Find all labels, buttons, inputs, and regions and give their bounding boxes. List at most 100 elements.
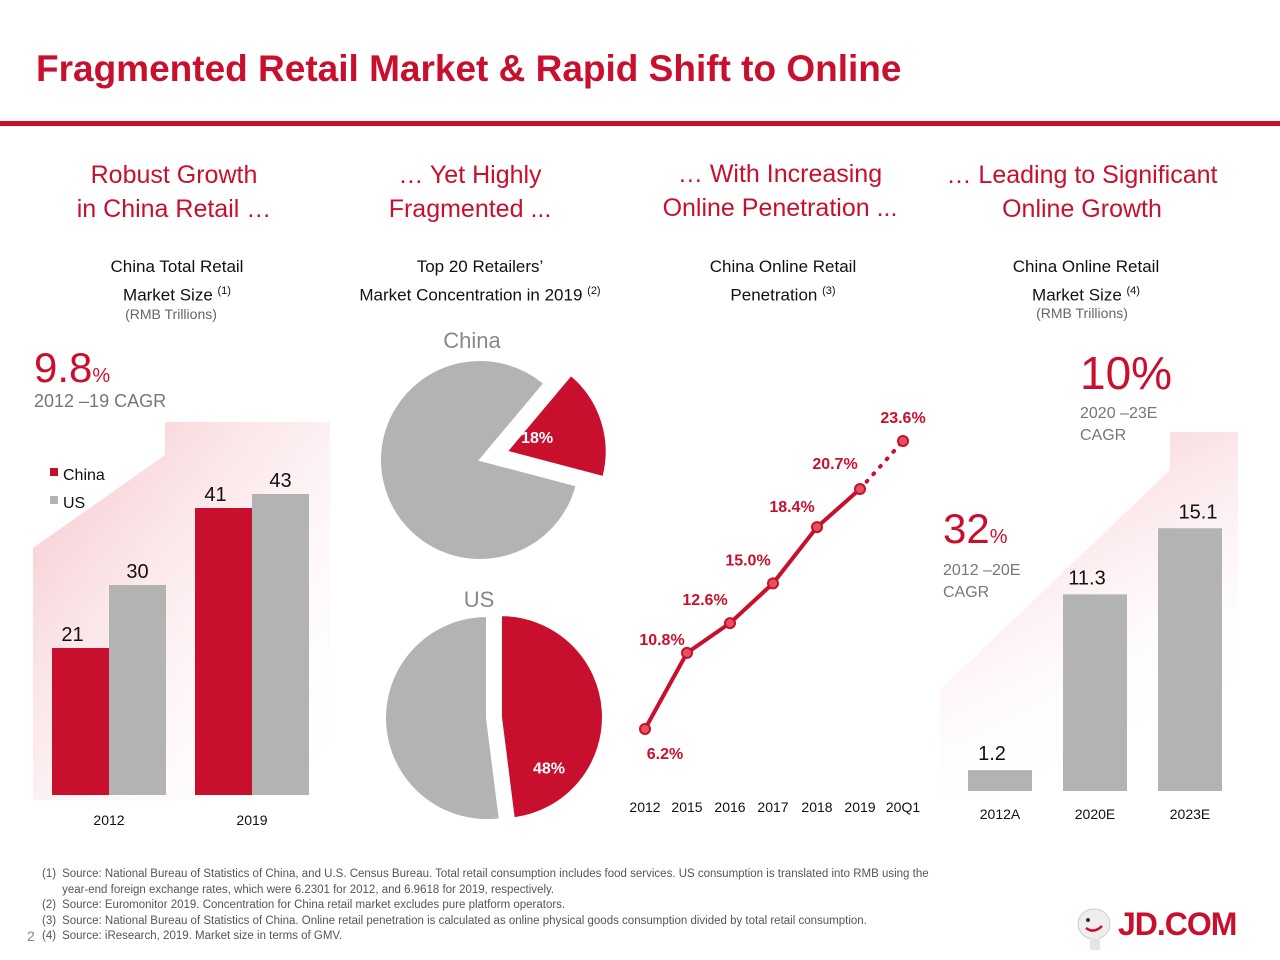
bar (1158, 528, 1222, 791)
x-tick-label: 2012 (93, 812, 124, 828)
x-tick-label: 2018 (801, 799, 832, 815)
heading-line: … Yet Highly (398, 161, 542, 189)
penetration-line (643, 487, 862, 730)
legend-label: China (63, 467, 105, 484)
cagr-callout-4b: 32% (943, 505, 1008, 553)
pie-chart-us: 48% US (384, 587, 604, 821)
bar (1063, 594, 1127, 791)
footnote-number: (2) (42, 899, 57, 911)
bar-us (252, 494, 309, 795)
footnote-text: year-end foreign exchange rates, which w… (62, 883, 555, 896)
cagr-callout-4a: 10% (1080, 347, 1173, 399)
page-title: Fragmented Retail Market & Rapid Shift t… (36, 48, 902, 89)
footnote: (3) Source: National Bureau of Statistics… (42, 914, 935, 930)
heading-line: Online Growth (1002, 195, 1162, 223)
footnote-text: Source: iResearch, 2019. Market size in … (62, 930, 343, 942)
data-label: 20.7% (812, 456, 857, 473)
footnotes: (1) Source: National Bureau of Statistics… (42, 867, 935, 945)
x-tick-label: 2016 (714, 799, 745, 815)
legend-swatch (50, 496, 58, 504)
subtitle-line: Market Size (123, 285, 213, 305)
bar-chart-online: 1.2 2012A 11.3 2020E 15.1 2023E (968, 501, 1222, 822)
page-number: 2 (27, 928, 35, 944)
column-4-heading: … Leading to Significant Online Growth (932, 158, 1232, 226)
cagr-label-line: CAGR (943, 584, 990, 601)
subtitle-line: China Online Retail (709, 257, 857, 276)
data-point (811, 521, 823, 534)
pie-slice-top20 (499, 614, 604, 820)
subtitle-line: Penetration (730, 285, 818, 305)
cagr-value: 9.8 (34, 344, 93, 391)
heading-line: … With Increasing (677, 160, 883, 188)
cagr-callout-1: 9.8% (34, 344, 110, 392)
data-label: 43 (269, 470, 291, 492)
footnote-text: Source: National Bureau of Statistics of… (62, 868, 929, 880)
jd-mascot-icon (1068, 902, 1118, 952)
footnote-ref: (1) (217, 285, 231, 297)
legend-swatch (50, 468, 58, 476)
x-tick-label: 2019 (236, 812, 267, 828)
footnote: (1) Source: National Bureau of Statistics… (42, 867, 935, 883)
subtitle-line: Market Size (1032, 285, 1122, 305)
x-tick-label: 2017 (757, 799, 788, 815)
cagr-label: 2020 –23E CAGR (1080, 403, 1157, 447)
footnote-number: (3) (42, 914, 57, 927)
cagr-pct: % (92, 365, 111, 387)
column-2-heading: … Yet Highly Fragmented ... (320, 158, 620, 226)
footnote: (2) Source: Euromonitor 2019. Concentrati… (42, 898, 935, 914)
bar-chart-retail: 21 30 2012 41 43 2019 China US (50, 467, 309, 828)
footnote: year-end foreign exchange rates, which w… (42, 883, 935, 899)
data-point (897, 435, 909, 448)
projection-dotted-line (858, 439, 905, 492)
chart-3-subtitle: China Online Retail Penetration (3) (623, 254, 943, 308)
heading-line: Robust Growth (90, 161, 258, 189)
slice-label: 18% (521, 430, 553, 447)
x-tick-label: 2023E (1170, 806, 1210, 822)
data-point (724, 617, 736, 630)
data-label: 30 (126, 561, 148, 583)
data-label: 15.1 (1179, 501, 1218, 523)
pie-title: US (464, 587, 495, 612)
footnote-text: Source: National Bureau of Statistics of… (62, 914, 867, 927)
chart-1-subtitle: China Total Retail Market Size (1) (17, 254, 337, 308)
pie-slice-top20 (504, 373, 608, 479)
data-point (767, 577, 779, 590)
heading-line: Fragmented ... (388, 195, 552, 223)
x-tick-label: 2012 (629, 799, 660, 815)
bar-china (195, 508, 252, 795)
pie-chart-china: 18% China (379, 328, 608, 561)
footnote-ref: (4) (1126, 285, 1140, 297)
x-tick-label: 2020E (1075, 806, 1115, 822)
cagr-label: 2012 –20E CAGR (943, 560, 1020, 604)
footnote-number (42, 883, 62, 899)
bar-china (52, 648, 109, 795)
x-tick-label: 2019 (844, 799, 875, 815)
data-label: 21 (61, 624, 83, 646)
heading-line: … Leading to Significant (946, 161, 1218, 189)
pie-slice-other (384, 614, 501, 821)
cagr-label-line: 2020 –23E (1080, 405, 1158, 422)
column-1-heading: Robust Growth in China Retail … (24, 158, 324, 226)
data-label: 12.6% (682, 592, 727, 609)
data-point (681, 646, 693, 659)
pie-slice-other (379, 359, 578, 561)
chart-4-subtitle: China Online Retail Market Size (4) (926, 254, 1246, 308)
x-tick-label: 2012A (980, 806, 1021, 822)
cagr-label: 2012 –19 CAGR (34, 391, 167, 411)
cagr-label-line: 2012 –20E (943, 562, 1021, 579)
subtitle-line: China Online Retail (1012, 257, 1160, 276)
data-label: 6.2% (647, 746, 683, 763)
heading-line: Online Penetration ... (662, 194, 898, 222)
data-label: 41 (204, 484, 226, 506)
footnote: (4) Source: iResearch, 2019. Market size … (42, 929, 935, 945)
subtitle-line: Top 20 Retailers’ (416, 257, 544, 276)
legend-label: US (63, 495, 85, 512)
data-label: 23.6% (880, 410, 925, 427)
cagr-label-line: CAGR (1080, 427, 1127, 444)
data-label: 11.3 (1068, 567, 1105, 589)
x-tick-label: 20Q1 (886, 799, 920, 815)
footnote-number: (1) (42, 868, 57, 880)
data-point (639, 723, 651, 735)
jd-logo: JD.COM (1118, 906, 1237, 942)
